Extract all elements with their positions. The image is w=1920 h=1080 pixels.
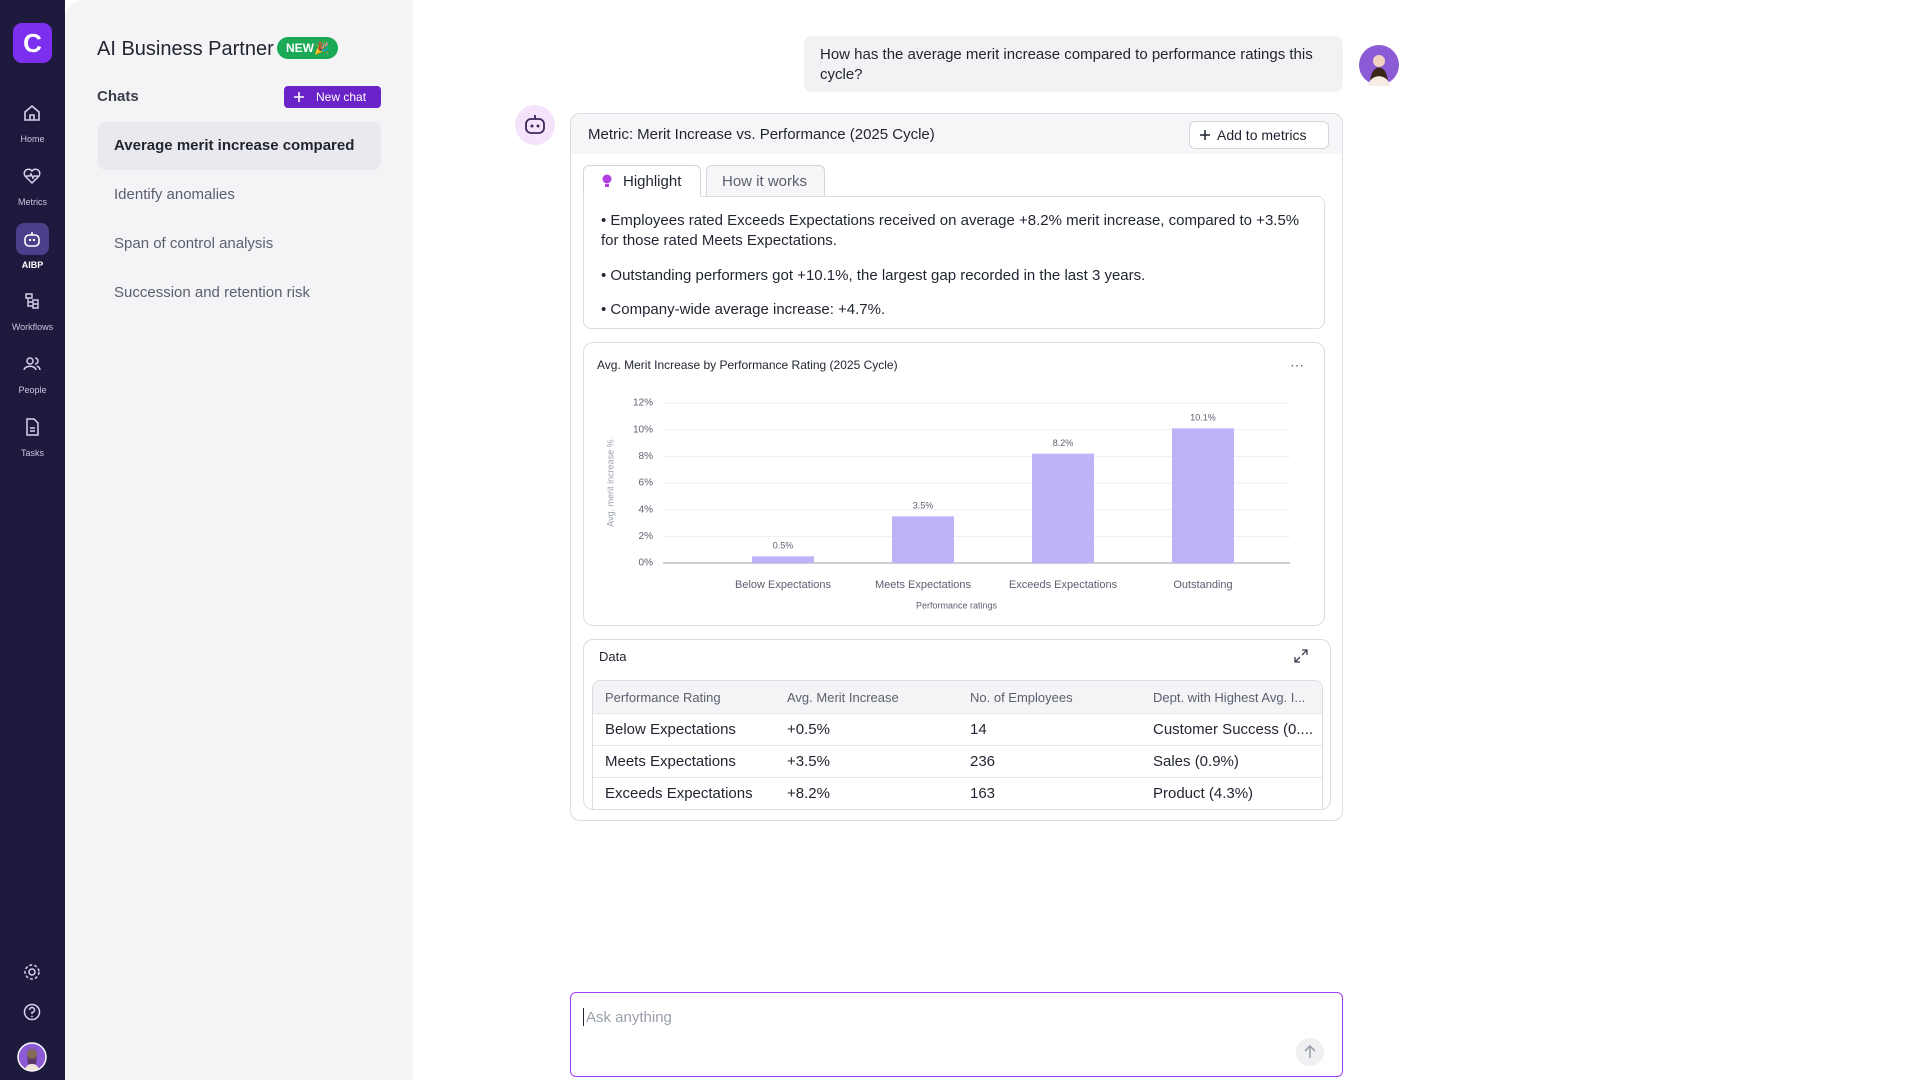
expand-icon[interactable] bbox=[1294, 649, 1308, 663]
column-header: Dept. with Highest Avg. I... bbox=[1153, 690, 1306, 705]
table-cell: 236 bbox=[970, 753, 996, 770]
chat-item[interactable]: Succession and retention risk bbox=[114, 284, 310, 301]
chat-item[interactable]: Average merit increase compared bbox=[98, 122, 381, 170]
value-label: 3.5% bbox=[913, 501, 934, 511]
settings-icon[interactable] bbox=[22, 962, 42, 982]
table-cell: Exceeds Expectations bbox=[605, 785, 753, 802]
help-icon[interactable] bbox=[22, 1002, 42, 1022]
table-cell: Product (4.3%) bbox=[1153, 785, 1254, 802]
value-label: 8.2% bbox=[1053, 438, 1074, 448]
nav-rail: C Home Metrics AIBP Workflows People Tas… bbox=[0, 0, 65, 1080]
bulb-icon bbox=[602, 174, 612, 187]
y-tick-label: 2% bbox=[639, 531, 654, 542]
nav-label[interactable]: Metrics bbox=[18, 197, 47, 207]
y-tick-label: 10% bbox=[633, 424, 653, 435]
user-message: How has the average merit increase compa… bbox=[804, 36, 1343, 92]
x-tick-label: Below Expectations bbox=[735, 579, 831, 591]
send-button[interactable] bbox=[1295, 1037, 1325, 1067]
logo[interactable]: C bbox=[13, 23, 52, 63]
chat-item[interactable]: Span of control analysis bbox=[114, 235, 274, 252]
chat-input[interactable]: Ask anything bbox=[570, 992, 1343, 1077]
nav-label[interactable]: Workflows bbox=[11, 322, 54, 332]
tab-label[interactable]: Highlight bbox=[623, 173, 682, 190]
add-to-metrics-label[interactable]: Add to metrics bbox=[1217, 127, 1307, 143]
add-to-metrics-button[interactable]: Add to metrics bbox=[1189, 121, 1329, 149]
bar bbox=[1032, 453, 1094, 563]
people-icon[interactable] bbox=[22, 354, 42, 374]
table-cell: 163 bbox=[970, 785, 996, 802]
column-header: Performance Rating bbox=[605, 690, 721, 705]
tab-active[interactable]: Highlight bbox=[583, 165, 701, 197]
x-tick-label: Exceeds Expectations bbox=[1009, 579, 1118, 591]
highlights-panel: • Employees rated Exceeds Expectations r… bbox=[583, 196, 1325, 329]
metrics-icon[interactable] bbox=[22, 166, 42, 186]
y-axis-label: Avg. merit increase % bbox=[605, 439, 615, 526]
row-divider bbox=[593, 777, 1322, 778]
table-cell: Sales (0.9%) bbox=[1153, 753, 1239, 770]
table-cell: 14 bbox=[970, 721, 987, 738]
table-cell: +0.5% bbox=[787, 721, 830, 738]
data-title: Data bbox=[599, 649, 627, 664]
y-tick-label: 6% bbox=[639, 478, 654, 489]
sidebar-title: AI Business Partner bbox=[97, 38, 274, 60]
highlight-item: • Employees rated Exceeds Expectations r… bbox=[601, 212, 1300, 249]
table-cell: Below Expectations bbox=[605, 721, 736, 738]
nav-label[interactable]: People bbox=[18, 385, 47, 395]
plus-icon bbox=[294, 92, 304, 102]
table-cell: +3.5% bbox=[787, 753, 830, 770]
nav-label[interactable]: Tasks bbox=[20, 448, 44, 458]
y-tick-label: 0% bbox=[639, 558, 654, 569]
user-avatar[interactable] bbox=[17, 1042, 47, 1072]
tab[interactable]: How it works bbox=[706, 165, 825, 197]
home-icon[interactable] bbox=[22, 103, 42, 123]
x-tick-label: Outstanding bbox=[1173, 579, 1232, 591]
nav-label[interactable]: Home bbox=[20, 134, 45, 144]
bot-avatar bbox=[515, 105, 555, 145]
bar bbox=[892, 516, 954, 563]
value-label: 0.5% bbox=[773, 541, 794, 551]
bar bbox=[1172, 428, 1234, 563]
highlight-item: • Company-wide average increase: +4.7%. bbox=[601, 301, 886, 318]
new-chat-button[interactable]: New chat bbox=[284, 86, 381, 108]
table-cell: +8.2% bbox=[787, 785, 830, 802]
highlight-item: • Outstanding performers got +10.1%, the… bbox=[601, 267, 1146, 284]
table-header bbox=[593, 681, 1322, 713]
nav-active-bg bbox=[16, 223, 49, 255]
y-tick-label: 12% bbox=[633, 398, 653, 409]
bar bbox=[752, 556, 814, 563]
column-header: No. of Employees bbox=[970, 690, 1073, 705]
sidebar: AI Business Partner NEW🎉 Chats New chat bbox=[65, 0, 413, 1080]
tasks-icon[interactable] bbox=[22, 417, 42, 437]
caret bbox=[583, 1008, 584, 1026]
x-axis-label: Performance ratings bbox=[916, 600, 998, 610]
input-placeholder[interactable]: Ask anything bbox=[586, 1009, 672, 1026]
data-panel: Data Performance Rating Avg. Merit Increa… bbox=[583, 639, 1331, 810]
user-avatar bbox=[1359, 45, 1399, 86]
chats-label: Chats bbox=[97, 88, 139, 105]
tab-label[interactable]: How it works bbox=[722, 173, 808, 190]
chart: Avg. Merit Increase by Performance Ratin… bbox=[597, 357, 1304, 611]
more-menu[interactable]: ··· bbox=[1290, 357, 1304, 373]
aibp-icon[interactable] bbox=[22, 229, 42, 249]
y-tick-label: 4% bbox=[639, 504, 654, 515]
column-header: Avg. Merit Increase bbox=[787, 690, 899, 705]
x-tick-label: Meets Expectations bbox=[875, 579, 971, 591]
row-divider bbox=[593, 745, 1322, 746]
data-table: Performance Rating Avg. Merit Increase No.… bbox=[592, 680, 1323, 810]
workflows-icon[interactable] bbox=[22, 291, 42, 311]
chat-item[interactable]: Identify anomalies bbox=[114, 186, 235, 203]
chart-title: Avg. Merit Increase by Performance Ratin… bbox=[597, 358, 898, 372]
chart-panel: Avg. Merit Increase by Performance Ratin… bbox=[583, 342, 1325, 626]
plus-icon bbox=[1200, 130, 1210, 140]
nav-label[interactable]: AIBP bbox=[21, 260, 44, 270]
value-label: 10.1% bbox=[1190, 413, 1216, 423]
y-tick-label: 8% bbox=[639, 451, 654, 462]
new-badge: NEW🎉 bbox=[277, 37, 338, 59]
row-divider bbox=[593, 713, 1322, 714]
card-title: Metric: Merit Increase vs. Performance (… bbox=[588, 126, 935, 143]
new-chat-label[interactable]: New chat bbox=[316, 90, 367, 104]
table-cell: Customer Success (0.... bbox=[1153, 721, 1314, 738]
table-cell: Meets Expectations bbox=[605, 753, 736, 770]
